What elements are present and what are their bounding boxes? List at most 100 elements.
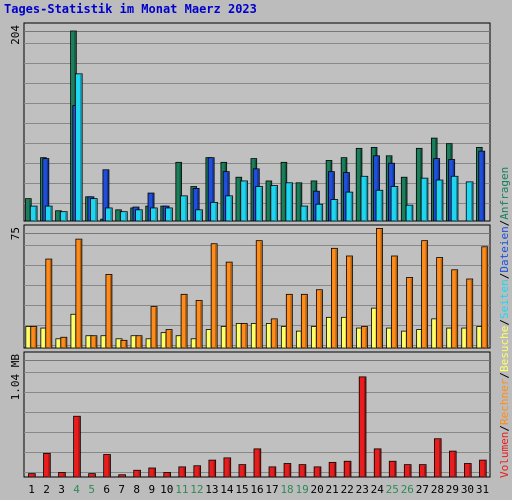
bar-volumen [253,448,262,478]
x-tick-label: 24 [371,483,385,496]
bar-seiten [315,203,324,222]
bar-shade [125,212,127,221]
bar-rechner [225,261,233,349]
bar-volumen [163,472,171,478]
bar-rechner [195,300,203,349]
bar-seiten [165,207,173,222]
x-tick-label: 30 [461,483,474,496]
bar-volumen [418,464,427,478]
bar-rechner [346,255,353,349]
bar-seiten [405,204,414,222]
bar-rechner [466,278,474,349]
bar-shade [299,183,302,221]
bar-anfragen [295,182,303,222]
panel-bot: 1.04 MB [9,351,491,478]
bar-shade [200,210,202,221]
x-tick-label: 29 [446,483,459,496]
bar-shade [212,158,214,221]
bar-shade [365,327,367,348]
bar-shade [228,458,231,477]
bar-rechner [75,238,83,349]
bar-shade [94,336,97,348]
bar-shade [410,206,413,221]
x-tick-label: 4 [73,483,80,496]
bar-shade [439,439,441,477]
bar-shade [170,208,172,221]
bar-seiten [360,175,369,222]
bar-shade [108,455,110,477]
bar-shade [454,452,456,477]
bar-volumen [193,465,202,478]
y-tick-label: 75 [9,227,22,240]
bar-rechner [180,293,188,349]
bar-shade [377,156,380,221]
bar-shade [469,464,471,477]
bar-shade [183,467,186,477]
bar-shade [394,462,396,477]
bar-shade [290,295,292,348]
bar-shade [155,208,157,221]
bar-shade [470,280,473,348]
bar-shade [425,179,428,221]
bar-shade [395,187,398,221]
bar-shade [363,377,366,477]
bar-shade [273,467,276,477]
bar-shade [215,203,217,221]
bar-shade [350,257,352,348]
chart-title: Tages-Statistik im Monat Maerz 2023 [4,2,257,16]
bar-volumen [328,461,337,478]
bar-shade [485,247,488,348]
bar-volumen [103,454,111,478]
bar-rechner [331,247,338,349]
bar-shade [335,200,338,221]
bar-shade [153,469,156,477]
bar-seiten [75,73,83,222]
bar-shade [65,212,67,221]
bar-shade [179,163,182,221]
x-tick-label: 6 [103,483,110,496]
y-tick-label: 1.04 MB [9,354,22,401]
bar-shade [455,177,458,221]
bar-shade [109,275,112,348]
bar-seiten [375,189,384,222]
bar-shade [440,181,443,221]
bar-shade [243,465,246,477]
x-tick-label: 9 [148,483,155,496]
bar-shade [197,189,199,221]
bar-dateien [478,150,486,222]
x-tick-label: 1 [28,483,35,496]
bar-volumen [43,452,51,478]
bar-volumen [268,466,277,478]
bar-seiten [255,186,263,222]
bar-seiten [300,205,309,222]
bar-shade [64,338,67,348]
x-tick-label: 25 [386,483,399,496]
bar-shade [258,449,261,477]
x-tick-label: 12 [190,483,203,496]
bar-shade [320,205,323,221]
bar-shade [332,172,334,221]
bar-seiten [150,207,158,222]
bar-shade [123,475,125,477]
bar-shade [138,471,140,477]
bar-shade [365,177,368,221]
bar-rechner [135,335,143,349]
bar-volumen [223,457,232,478]
bar-rechner [210,243,218,349]
bar-rechner [255,240,263,349]
bar-shade [80,74,82,221]
legend-separator: / [498,220,511,227]
bar-shade [410,278,413,348]
bar-volumen [148,467,156,478]
bar-rechner [361,326,368,349]
bar-shade [245,181,248,221]
bar-shade [79,240,82,348]
bar-volumen [373,448,382,478]
bar-shade [49,260,52,348]
bar-shade [260,187,263,221]
bar-shade [440,258,443,348]
bar-shade [333,463,336,477]
bar-shade [245,324,247,348]
bar-volumen [88,473,96,478]
